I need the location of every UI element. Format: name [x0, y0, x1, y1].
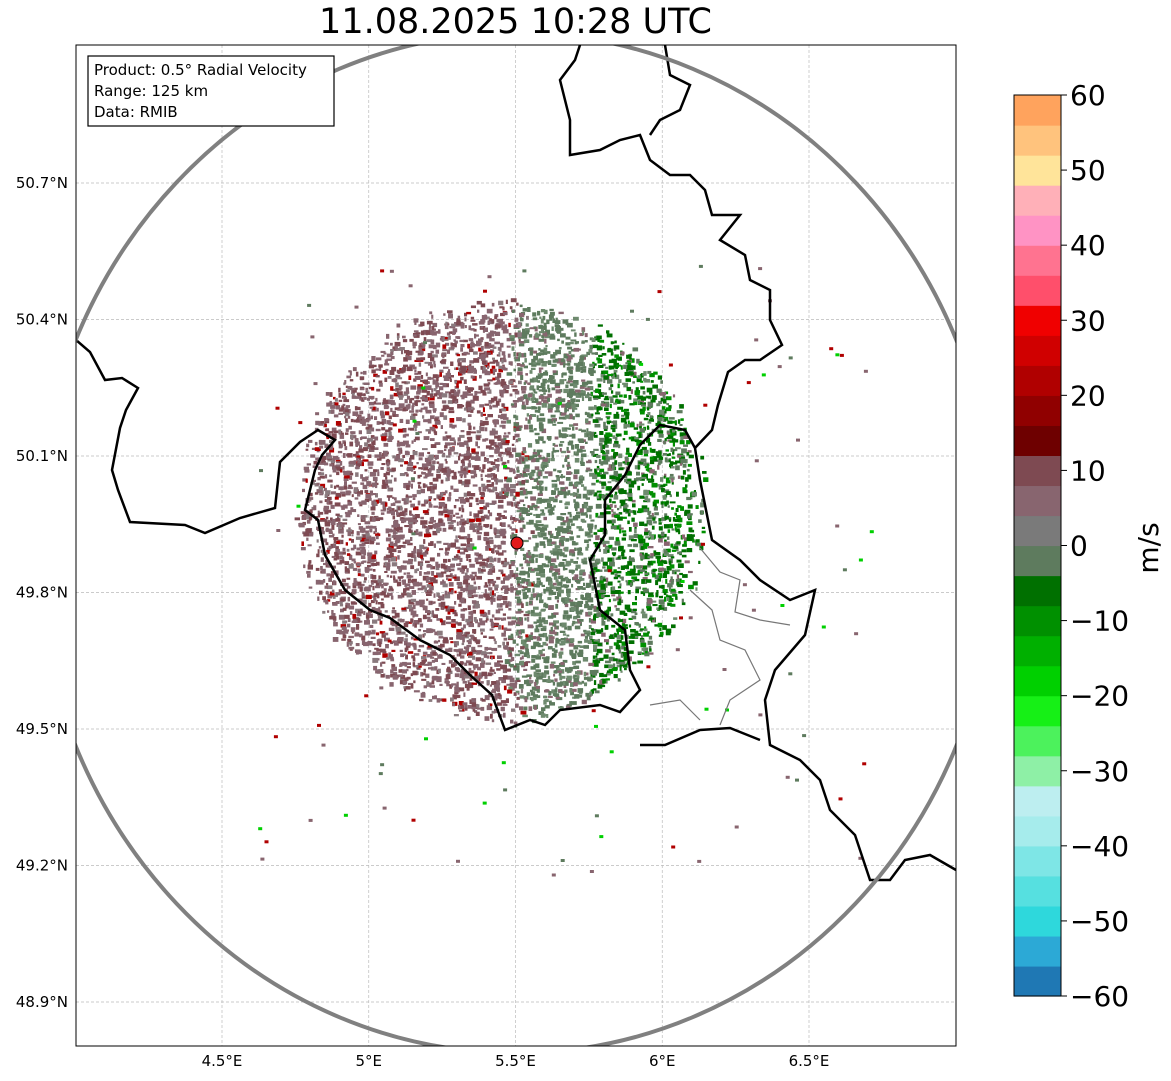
lat-tick-label: 49.8°N [16, 584, 68, 602]
colorbar-segment [1014, 365, 1061, 396]
colorbar-segment [1014, 905, 1061, 937]
country-borders [76, 45, 956, 882]
colorbar-segment [1014, 515, 1061, 547]
colorbar-segment [1014, 785, 1061, 817]
colorbar-tick-label: −20 [1070, 680, 1129, 713]
colorbar-segment [1014, 695, 1061, 727]
colorbar-segment [1014, 965, 1061, 997]
colorbar-segment [1014, 395, 1061, 426]
colorbar-segment [1014, 305, 1061, 336]
colorbar-segment [1014, 635, 1061, 667]
colorbar-segment [1014, 815, 1061, 847]
colorbar-segment [1014, 125, 1061, 156]
border-luxembourg-south [640, 726, 761, 747]
colorbar-tick-label: 40 [1070, 229, 1106, 262]
luxembourg-cantons [649, 547, 791, 726]
colorbar-segment [1014, 665, 1061, 697]
colorbar-tick-label: −60 [1070, 980, 1129, 1013]
colorbar-tick-label: 60 [1070, 79, 1106, 112]
border-france-belgium-west [76, 339, 956, 882]
lat-tick-label: 49.5°N [16, 720, 68, 738]
colorbar-segment [1014, 545, 1061, 577]
colorbar-segment [1014, 845, 1061, 877]
lon-tick-label: 5°E [355, 1052, 382, 1070]
lat-tick-label: 48.9°N [16, 993, 68, 1011]
lon-tick-label: 6.5°E [789, 1052, 830, 1070]
colorbar-segment [1014, 275, 1061, 306]
colorbar-segment [1014, 95, 1061, 126]
colorbar-segment [1014, 755, 1061, 787]
colorbar-segment [1014, 875, 1061, 907]
lat-tick-label: 49.2°N [16, 857, 68, 875]
colorbar-segment [1014, 575, 1061, 607]
lon-tick-label: 6°E [649, 1052, 676, 1070]
longitude-tick-labels: 4.5°E 5°E 5.5°E 6°E 6.5°E [202, 1052, 830, 1070]
radar-site-marker [510, 536, 524, 550]
colorbar-segment [1014, 455, 1061, 487]
radar-echoes [258, 264, 874, 877]
colorbar-segment [1014, 245, 1061, 276]
colorbar-segment [1014, 155, 1061, 186]
colorbar-segment [1014, 605, 1061, 637]
lon-tick-label: 5.5°E [495, 1052, 536, 1070]
border-germany-north-stub [648, 45, 692, 136]
colorbar-segment [1014, 485, 1061, 517]
latitude-tick-labels: 50.7°N 50.4°N 50.1°N 49.8°N 49.5°N 49.2°N 48.9… [16, 174, 68, 1011]
info-source: Data: RMIB [94, 103, 178, 121]
map-frame [75, 44, 957, 1047]
colorbar-segment [1014, 725, 1061, 757]
colorbar-segment [1014, 215, 1061, 246]
colorbar-label: m/s [1132, 522, 1165, 573]
colorbar-tick-label: 0 [1070, 530, 1088, 563]
lat-tick-label: 50.4°N [16, 311, 68, 329]
colorbar-tick-label: −30 [1070, 755, 1129, 788]
colorbar-tick-label: 20 [1070, 379, 1106, 412]
chart-title: 11.08.2025 10:28 UTC [319, 2, 712, 42]
colorbar-segment [1014, 335, 1061, 366]
colorbar-tick-label: −40 [1070, 830, 1129, 863]
colorbar [1014, 95, 1061, 997]
border-belgium-germany-north [558, 45, 784, 449]
colorbar-segment [1014, 185, 1061, 216]
info-product: Product: 0.5° Radial Velocity [94, 61, 307, 79]
lat-tick-label: 50.1°N [16, 447, 68, 465]
colorbar-tick-labels: 60 50 40 30 20 10 0 −10 −20 −30 −40 −50 −60 [1061, 79, 1129, 1013]
colorbar-segment [1014, 425, 1061, 456]
colorbar-tick-label: −10 [1070, 605, 1129, 638]
colorbar-tick-label: 10 [1070, 454, 1106, 487]
colorbar-tick-label: 50 [1070, 154, 1106, 187]
lat-tick-label: 50.7°N [16, 174, 68, 192]
colorbar-tick-label: −50 [1070, 905, 1129, 938]
lon-tick-label: 4.5°E [202, 1052, 243, 1070]
colorbar-segment [1014, 935, 1061, 967]
colorbar-tick-label: 30 [1070, 304, 1106, 337]
info-box: Product: 0.5° Radial Velocity Range: 125… [87, 55, 335, 127]
info-range: Range: 125 km [94, 82, 208, 100]
